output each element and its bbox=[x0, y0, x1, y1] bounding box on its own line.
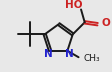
Text: O: O bbox=[101, 18, 110, 28]
Text: CH₃: CH₃ bbox=[83, 54, 100, 63]
Text: N: N bbox=[65, 49, 74, 59]
Text: N: N bbox=[44, 49, 53, 59]
Text: HO: HO bbox=[65, 0, 82, 10]
